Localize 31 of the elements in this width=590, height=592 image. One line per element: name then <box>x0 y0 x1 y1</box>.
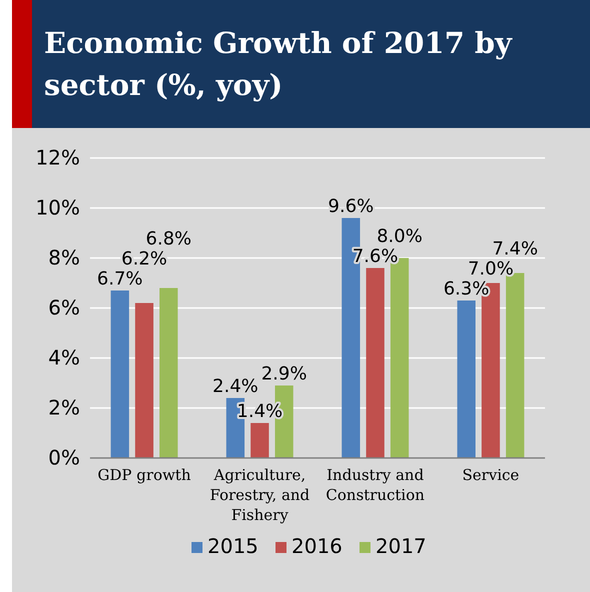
data-label: 7.0% <box>468 258 514 280</box>
bar <box>135 303 154 458</box>
legend-label: 2017 <box>376 534 426 558</box>
data-label: 7.4% <box>492 238 538 260</box>
data-label: 6.7% <box>97 268 143 290</box>
x-tick-label: Agriculture, Forestry, and Fishery <box>210 466 310 524</box>
y-tick-label: 6% <box>48 295 80 320</box>
y-tick-label: 0% <box>48 445 80 470</box>
x-tick-label: Service <box>462 466 520 484</box>
x-tick-label: Industry and Construction <box>326 466 425 504</box>
y-tick-label: 2% <box>48 395 80 420</box>
y-tick-label: 4% <box>48 345 80 370</box>
data-label: 9.6% <box>328 196 374 217</box>
bar <box>457 300 476 458</box>
legend-label: 2016 <box>292 534 342 558</box>
x-tick-label: GDP growth <box>98 466 192 484</box>
data-label: 2.9% <box>261 364 307 384</box>
data-label: 6.2% <box>121 248 168 270</box>
bar <box>366 268 384 458</box>
chart-title: Economic Growth of 2017 by sector (%, yoy) <box>44 25 514 104</box>
y-tick-label: 8% <box>48 245 80 270</box>
bar <box>160 288 178 458</box>
data-label: 6.8% <box>146 228 192 250</box>
legend-label: 2015 <box>208 534 258 558</box>
bar <box>250 423 269 458</box>
bar <box>110 290 130 458</box>
y-tick-label: 12% <box>36 145 80 170</box>
bar <box>506 273 524 458</box>
data-label: 8.0% <box>376 226 422 247</box>
y-tick-label: 10% <box>36 195 80 220</box>
data-label: 2.4% <box>212 376 258 397</box>
